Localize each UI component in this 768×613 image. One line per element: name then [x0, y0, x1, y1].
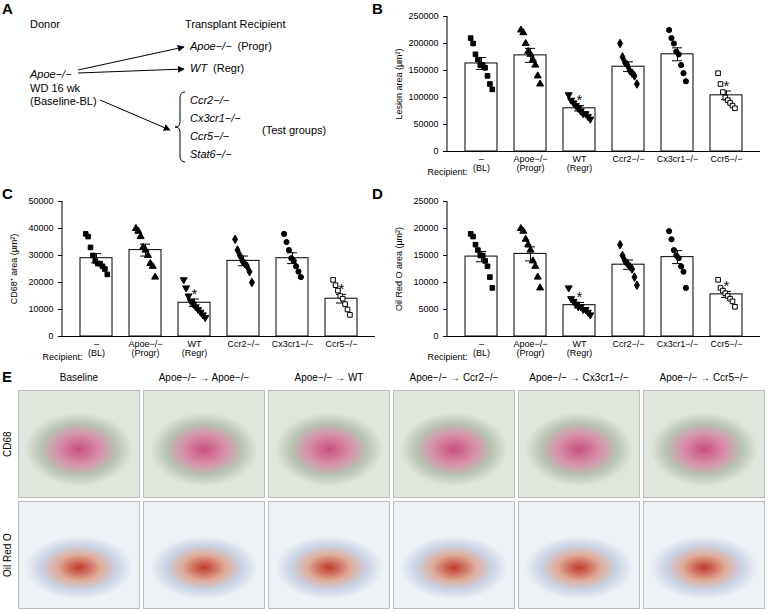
- svg-text:0: 0: [433, 331, 438, 341]
- html-text:Oil Red O: Oil Red O: [2, 533, 13, 577]
- svg-text:–(BL): –(BL): [473, 339, 490, 358]
- svg-text:20000: 20000: [28, 277, 53, 287]
- svg-text:200000: 200000: [408, 38, 438, 48]
- svg-text:*: *: [577, 288, 583, 305]
- svg-text:100000: 100000: [408, 92, 438, 102]
- html-text:D: D: [372, 185, 383, 202]
- svg-text:30000: 30000: [28, 250, 53, 260]
- svg-text:Ccr2−/−: Ccr2−/−: [227, 339, 259, 349]
- svg-text:Cx3cr1−/−: Cx3cr1−/−: [657, 339, 699, 349]
- svg-text:50000: 50000: [28, 196, 53, 206]
- svg-text:Apoe−/−(Progr): Apoe−/−(Progr): [128, 339, 162, 358]
- svg-text:Cx3cr1−/−: Cx3cr1−/−: [657, 154, 699, 164]
- svg-text:*: *: [339, 280, 345, 297]
- svg-text:Ccr2−/−: Ccr2−/−: [612, 339, 644, 349]
- svg-text:Recipient:: Recipient:: [42, 352, 82, 362]
- html-text:A: A: [2, 0, 13, 17]
- svg-text:Recipient:: Recipient:: [427, 352, 467, 362]
- svg-text:Lesion area (µm²): Lesion area (µm²): [394, 48, 404, 119]
- svg-text:0: 0: [433, 146, 438, 156]
- html-text:Apoe−/− → Apoe−/−: Apoe−/− → Apoe−/−: [158, 372, 250, 383]
- svg-text:CD68⁺ area (µm²): CD68⁺ area (µm²): [9, 234, 19, 305]
- svg-text:Transplant Recipient: Transplant Recipient: [185, 18, 285, 30]
- svg-text:25000: 25000: [413, 196, 438, 206]
- html-text:Apoe−/− → Ccr2−/−: Apoe−/− → Ccr2−/−: [409, 372, 499, 383]
- svg-text:(Baseline-BL): (Baseline-BL): [30, 95, 97, 107]
- svg-text:WT(Regr): WT(Regr): [567, 339, 593, 358]
- svg-text:Cx3cr1−/−: Cx3cr1−/−: [272, 339, 314, 349]
- svg-text:Recipient:: Recipient:: [427, 167, 467, 177]
- svg-text:WT(Regr): WT(Regr): [182, 339, 208, 358]
- svg-text:150000: 150000: [408, 65, 438, 75]
- html-text:E: E: [2, 368, 12, 385]
- svg-text:Ccr5−/−: Ccr5−/−: [190, 130, 230, 142]
- svg-text:40000: 40000: [28, 223, 53, 233]
- html-text:C: C: [2, 185, 13, 202]
- svg-text:WT(Regr): WT(Regr): [190, 62, 244, 74]
- svg-text:Stat6−/−: Stat6−/−: [190, 148, 232, 160]
- svg-text:*: *: [577, 91, 583, 108]
- svg-text:10000: 10000: [413, 277, 438, 287]
- svg-text:*: *: [724, 277, 730, 294]
- svg-text:Ccr5−/−: Ccr5−/−: [710, 154, 742, 164]
- svg-text:250000: 250000: [408, 11, 438, 21]
- html-text:Apoe−/− → Cx3cr1−/−: Apoe−/− → Cx3cr1−/−: [529, 372, 629, 383]
- svg-text:(Test groups): (Test groups): [262, 124, 326, 136]
- html-text:B: B: [372, 0, 383, 17]
- svg-text:Oil Red O area (µm²): Oil Red O area (µm²): [394, 227, 404, 311]
- svg-text:WT(Regr): WT(Regr): [567, 154, 593, 173]
- html-text:CD68: CD68: [2, 431, 13, 457]
- svg-text:Apoe−/−(Progr): Apoe−/−(Progr): [513, 339, 547, 358]
- html-text:Baseline: Baseline: [59, 372, 99, 383]
- html-text:Apoe−/− → Ccr5−/−: Apoe−/− → Ccr5−/−: [659, 372, 749, 383]
- svg-text:–(BL): –(BL): [88, 339, 105, 358]
- svg-text:Ccr2−/−: Ccr2−/−: [190, 94, 230, 106]
- svg-text:Ccr2−/−: Ccr2−/−: [612, 154, 644, 164]
- svg-text:Ccr5−/−: Ccr5−/−: [710, 339, 742, 349]
- svg-text:15000: 15000: [413, 250, 438, 260]
- svg-text:Cx3cr1−/−: Cx3cr1−/−: [190, 112, 241, 124]
- svg-text:Apoe−/−(Progr): Apoe−/−(Progr): [513, 154, 547, 173]
- svg-text:5000: 5000: [418, 304, 438, 314]
- svg-text:20000: 20000: [413, 223, 438, 233]
- svg-text:Apoe−/−(Progr): Apoe−/−(Progr): [189, 40, 272, 52]
- svg-text:–(BL): –(BL): [473, 154, 490, 173]
- svg-text:*: *: [724, 77, 730, 94]
- svg-text:Ccr5−/−: Ccr5−/−: [325, 339, 357, 349]
- svg-text:*: *: [192, 285, 198, 302]
- html-text:Apoe−/− → WT: Apoe−/− → WT: [294, 372, 364, 383]
- svg-text:Apoe−/−: Apoe−/−: [29, 68, 72, 80]
- svg-text:Donor: Donor: [30, 18, 60, 30]
- svg-text:10000: 10000: [28, 304, 53, 314]
- svg-text:0: 0: [48, 331, 53, 341]
- svg-text:50000: 50000: [413, 119, 438, 129]
- svg-text:WD 16 wk: WD 16 wk: [30, 82, 81, 94]
